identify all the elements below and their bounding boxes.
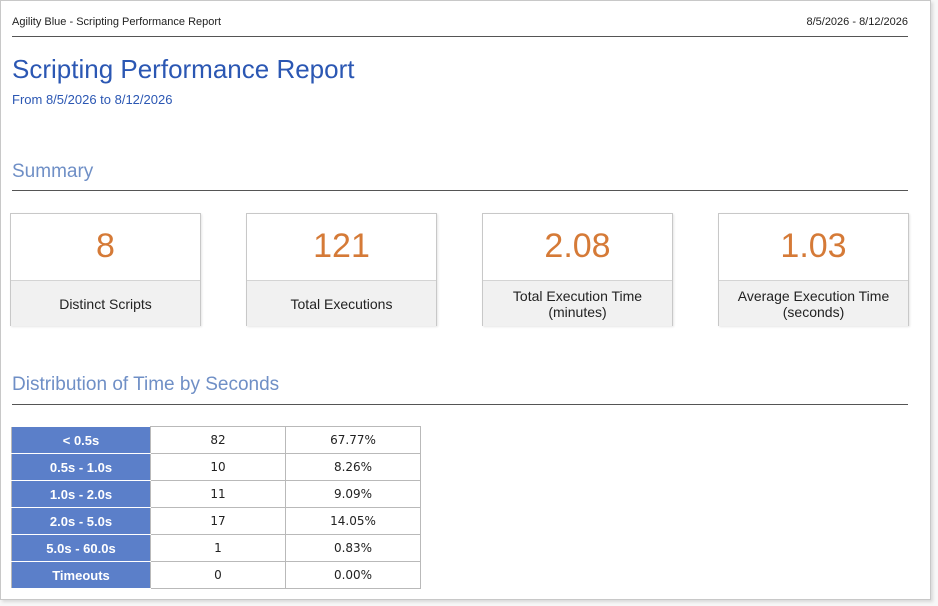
percent-cell: 8.26% — [285, 453, 421, 481]
card-value: 8 — [96, 227, 115, 265]
card-value: 1.03 — [780, 227, 847, 265]
range-cell: 2.0s - 5.0s — [11, 507, 151, 535]
count-cell: 1 — [150, 534, 286, 562]
range-cell: 5.0s - 60.0s — [11, 534, 151, 562]
summary-heading: Summary — [12, 161, 908, 191]
report-title: Scripting Performance Report — [12, 54, 355, 84]
range-cell: Timeouts — [11, 561, 151, 589]
document-header: Agility Blue - Scripting Performance Rep… — [12, 10, 908, 37]
card-value: 121 — [313, 227, 370, 265]
card-label: Total Executions — [247, 280, 436, 326]
summary-card-distinct-scripts: 8 Distinct Scripts — [10, 213, 201, 326]
count-cell: 10 — [150, 453, 286, 481]
count-cell: 11 — [150, 480, 286, 508]
percent-cell: 0.00% — [285, 561, 421, 589]
summary-card-total-executions: 121 Total Executions — [246, 213, 437, 326]
table-row: 5.0s - 60.0s 1 0.83% — [11, 534, 421, 562]
summary-card-average-execution-time: 1.03 Average Execution Time (seconds) — [718, 213, 909, 326]
table-row: 2.0s - 5.0s 17 14.05% — [11, 507, 421, 535]
range-cell: < 0.5s — [11, 426, 151, 454]
percent-cell: 14.05% — [285, 507, 421, 535]
header-report-name: Agility Blue - Scripting Performance Rep… — [12, 16, 222, 28]
table-row: Timeouts 0 0.00% — [11, 561, 421, 589]
table-row: < 0.5s 82 67.77% — [11, 426, 421, 454]
card-label: Distinct Scripts — [11, 280, 200, 326]
percent-cell: 67.77% — [285, 426, 421, 454]
percent-cell: 0.83% — [285, 534, 421, 562]
range-cell: 0.5s - 1.0s — [11, 453, 151, 481]
header-date-range: 8/5/2026 - 8/12/2026 — [806, 16, 908, 28]
count-cell: 82 — [150, 426, 286, 454]
count-cell: 0 — [150, 561, 286, 589]
table-row: 0.5s - 1.0s 10 8.26% — [11, 453, 421, 481]
card-value: 2.08 — [544, 227, 611, 265]
table-row: 1.0s - 2.0s 11 9.09% — [11, 480, 421, 508]
count-cell: 17 — [150, 507, 286, 535]
distribution-heading: Distribution of Time by Seconds — [12, 374, 908, 405]
report-subtitle: From 8/5/2026 to 8/12/2026 — [12, 92, 173, 107]
card-label: Average Execution Time (seconds) — [719, 280, 908, 326]
card-label: Total Execution Time (minutes) — [483, 280, 672, 326]
summary-card-total-execution-time: 2.08 Total Execution Time (minutes) — [482, 213, 673, 326]
range-cell: 1.0s - 2.0s — [11, 480, 151, 508]
distribution-table: < 0.5s 82 67.77% 0.5s - 1.0s 10 8.26% 1.… — [11, 426, 421, 589]
percent-cell: 9.09% — [285, 480, 421, 508]
